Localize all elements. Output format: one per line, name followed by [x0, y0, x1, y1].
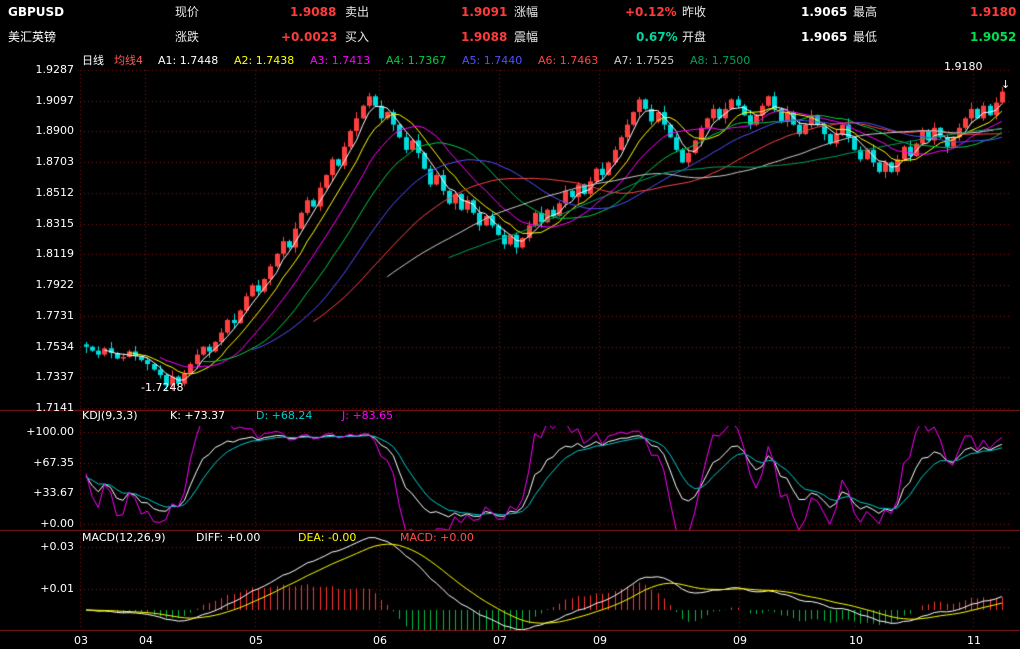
quote-value: 1.9065 — [801, 30, 848, 44]
kdj-d-value: D: +68.24 — [256, 409, 313, 422]
price-tick-label: 1.8512 — [35, 186, 75, 199]
quote-value: 1.9091 — [461, 5, 508, 19]
quote-value: 1.9088 — [290, 5, 337, 19]
price-tick-label: 1.7922 — [35, 278, 75, 291]
quote-label: 涨跌 — [175, 30, 200, 44]
kdj-k-value: K: +73.37 — [170, 409, 226, 422]
month-label: 05 — [249, 634, 263, 647]
month-label: 11 — [967, 634, 981, 647]
ma-group-label: 均线4 — [114, 54, 143, 67]
symbol-code: GBPUSD — [8, 5, 65, 19]
quote-label: 震幅 — [514, 30, 539, 44]
price-tick-label: 1.9287 — [35, 63, 75, 76]
ma-value-label: A1: 1.7448 — [158, 54, 219, 67]
month-label: 10 — [849, 634, 863, 647]
quote-label: 开盘 — [682, 30, 707, 44]
kdj-tick-label: +0.00 — [40, 517, 74, 530]
quote-label: 买入 — [345, 30, 370, 44]
quote-header: GBPUSD 美汇英镑 现价 1.9088 卖出 1.9091 涨幅 +0.12… — [0, 0, 1020, 50]
quote-value: 1.9065 — [801, 5, 848, 19]
kdj-title: KDJ(9,3,3) — [82, 409, 138, 422]
month-label: 04 — [139, 634, 153, 647]
high-price-annotation: 1.9180 — [944, 60, 983, 73]
macd-tick-label: +0.01 — [40, 582, 74, 595]
down-arrow-icon: ↓ — [1001, 78, 1011, 91]
ma-value-label: A8: 1.7500 — [690, 54, 751, 67]
period-label: 日线 — [82, 54, 104, 67]
quote-value: 1.9052 — [970, 30, 1017, 44]
quote-label: 现价 — [175, 5, 200, 19]
kdj-tick-label: +100.00 — [26, 425, 74, 438]
price-tick-label: 1.8315 — [35, 217, 75, 230]
month-label: 03 — [74, 634, 88, 647]
kdj-j-value: J: +83.65 — [342, 409, 394, 422]
macd-tick-label: +0.03 — [40, 540, 74, 553]
ma-value-label: A7: 1.7525 — [614, 54, 675, 67]
month-label: 09 — [733, 634, 747, 647]
quote-label: 最低 — [853, 30, 878, 44]
macd-hist-value: MACD: +0.00 — [400, 531, 474, 544]
month-label: 06 — [373, 634, 387, 647]
month-label: 09 — [593, 634, 607, 647]
quote-value: +0.0023 — [281, 30, 338, 44]
macd-diff-value: DIFF: +0.00 — [196, 531, 261, 544]
kdj-tick-label: +67.35 — [33, 456, 74, 469]
chart-area: 日线 均线4 A1: 1.7448 A2: 1.7438 A3: 1.7413 … — [0, 50, 1020, 649]
ma-value-label: A6: 1.7463 — [538, 54, 599, 67]
kdj-tick-label: +33.67 — [33, 486, 74, 499]
price-tick-label: 1.7731 — [35, 309, 75, 322]
ma-value-label: A5: 1.7440 — [462, 54, 523, 67]
price-tick-label: 1.7141 — [35, 401, 75, 414]
quote-value: 1.9180 — [970, 5, 1017, 19]
price-tick-label: 1.8119 — [35, 247, 75, 260]
macd-title: MACD(12,26,9) — [82, 531, 166, 544]
month-label: 07 — [493, 634, 507, 647]
quote-label: 涨幅 — [514, 5, 539, 19]
price-tick-label: 1.8900 — [35, 124, 75, 137]
symbol-name: 美汇英镑 — [8, 30, 57, 44]
low-price-annotation: -1.7248 — [141, 381, 184, 394]
ma-value-label: A2: 1.7438 — [234, 54, 295, 67]
ma-value-label: A3: 1.7413 — [310, 54, 371, 67]
quote-value: +0.12% — [625, 5, 677, 19]
ma-value-label: A4: 1.7367 — [386, 54, 447, 67]
quote-value: 0.67% — [636, 30, 678, 44]
price-tick-label: 1.7534 — [35, 340, 75, 353]
chart-canvas[interactable] — [0, 50, 1020, 649]
price-tick-label: 1.7337 — [35, 370, 75, 383]
macd-dea-value: DEA: -0.00 — [298, 531, 357, 544]
quote-label: 最高 — [853, 5, 878, 19]
quote-label: 昨收 — [682, 5, 707, 19]
price-tick-label: 1.9097 — [35, 94, 75, 107]
price-tick-label: 1.8703 — [35, 155, 75, 168]
quote-label: 卖出 — [345, 5, 370, 19]
quote-value: 1.9088 — [461, 30, 508, 44]
